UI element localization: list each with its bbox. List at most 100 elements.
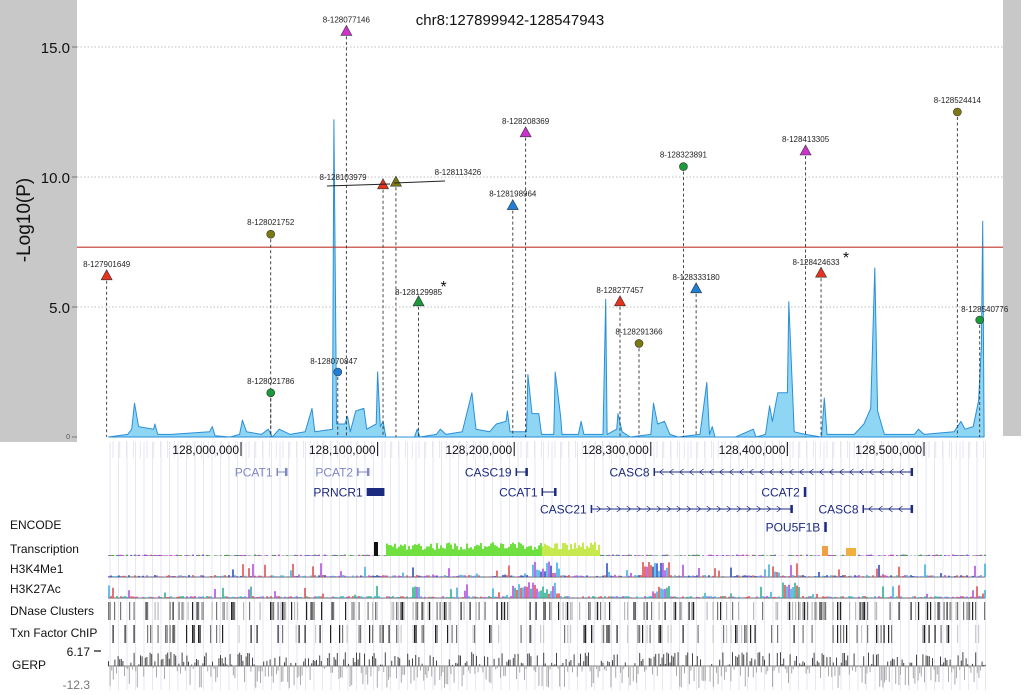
gerp-bar [218, 658, 220, 666]
histone-signal [512, 585, 514, 598]
snp-triangle-marker [519, 126, 532, 138]
gerp-bar [842, 652, 844, 666]
histone-signal [230, 576, 232, 577]
dnase-cluster [762, 602, 764, 620]
gerp-bar [693, 666, 695, 682]
transcription-signal [342, 555, 344, 556]
histone-signal [558, 593, 560, 598]
gerp-bar [613, 654, 615, 666]
histone-signal [164, 592, 166, 598]
transcription-signal [796, 554, 798, 556]
histone-signal [706, 596, 708, 598]
transcription-signal [402, 545, 404, 556]
tf-chip-site [922, 625, 924, 643]
histone-signal [546, 589, 548, 598]
gerp-bar [144, 657, 146, 666]
histone-signal [562, 575, 564, 577]
gerp-bar [560, 665, 562, 666]
histone-signal [326, 597, 328, 598]
dnase-cluster [273, 602, 275, 620]
histone-signal [670, 575, 672, 577]
histone-signal [502, 596, 504, 598]
histone-signal [194, 596, 196, 598]
gerp-bar [746, 652, 748, 666]
histone-signal [686, 576, 688, 577]
gerp-bar [125, 666, 127, 668]
transcription-signal [366, 554, 368, 556]
histone-signal [718, 597, 720, 598]
transcription-signal [316, 555, 318, 556]
histone-signal [838, 569, 840, 577]
transcription-signal [444, 548, 446, 556]
tf-chip-site [837, 625, 839, 643]
transcription-signal [554, 543, 556, 556]
strand-arrow [726, 505, 732, 513]
histone-signal [480, 596, 482, 598]
histone-signal [762, 576, 764, 577]
gerp-bar [461, 666, 463, 687]
histone-signal [438, 597, 440, 598]
histone-signal [732, 576, 734, 577]
tf-chip-site [793, 625, 795, 643]
tf-chip-site [661, 625, 663, 643]
histone-signal [884, 575, 886, 577]
transcription-signal [618, 554, 620, 556]
track-label-txn-factor-chip: Txn Factor ChIP [10, 626, 97, 640]
strand-arrow [678, 468, 684, 476]
histone-signal [446, 597, 448, 598]
histone-signal [410, 597, 412, 598]
tf-chip-site [811, 625, 813, 643]
gerp-bar [229, 654, 231, 666]
dnase-cluster [429, 602, 431, 620]
histone-signal [880, 597, 882, 598]
histone-signal [878, 564, 880, 577]
gerp-bar [232, 666, 234, 676]
gerp-bar [362, 666, 364, 685]
dnase-cluster [915, 602, 917, 620]
tf-chip-site [124, 625, 126, 643]
transcription-signal [616, 554, 618, 556]
gerp-bar [968, 666, 970, 669]
gerp-bar [640, 660, 642, 666]
strand-arrow [887, 505, 893, 513]
gerp-bar [378, 666, 380, 672]
gerp-bar [316, 659, 317, 666]
gerp-bar [423, 666, 425, 681]
histone-signal [568, 575, 570, 577]
gerp-bar [138, 664, 140, 666]
histone-signal [318, 575, 320, 577]
transcription-signal [244, 554, 246, 556]
histone-signal [952, 596, 954, 598]
dnase-cluster [651, 602, 653, 620]
histone-signal [676, 576, 678, 577]
tf-chip-site [639, 625, 641, 643]
x-tick-label: 128,400,000 [719, 443, 786, 457]
gerp-bar [277, 666, 279, 671]
gerp-bar [234, 666, 236, 679]
histone-signal [258, 596, 260, 598]
dnase-cluster [496, 602, 498, 620]
histone-signal [492, 588, 494, 598]
gerp-bar [479, 664, 481, 666]
dnase-cluster [570, 602, 572, 620]
tf-chip-site [112, 625, 114, 643]
histone-signal [398, 575, 400, 577]
histone-signal [752, 575, 754, 577]
histone-signal [410, 576, 412, 577]
gerp-bar [303, 661, 305, 666]
histone-signal [394, 575, 396, 577]
histone-signal [736, 575, 738, 577]
gerp-bar [644, 666, 645, 672]
gene-body [366, 488, 385, 496]
histone-signal [858, 596, 860, 598]
transcription-signal [386, 543, 388, 556]
histone-signal [638, 575, 640, 577]
transcription-signal [752, 554, 754, 556]
histone-signal [172, 576, 174, 577]
gerp-bar [674, 652, 676, 666]
gerp-bar [365, 666, 367, 675]
histone-signal [372, 597, 374, 598]
histone-signal [890, 596, 892, 598]
gerp-bar [768, 653, 770, 666]
histone-signal [252, 564, 254, 577]
